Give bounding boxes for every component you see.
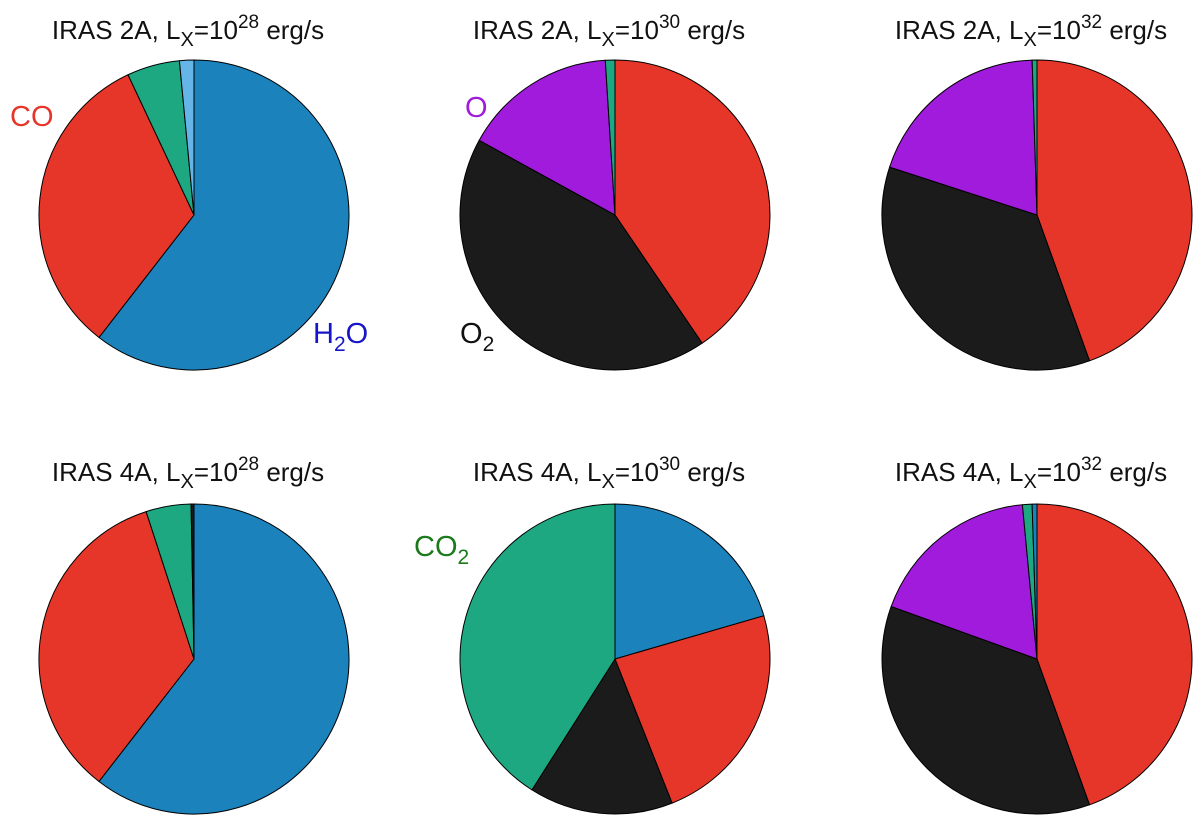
pie-slice-o2 — [190, 503, 195, 660]
pie-panel-2: IRAS 2A, LX=1030 erg/s O O2 — [459, 12, 771, 371]
pie-slice-h2o — [98, 59, 350, 371]
pie-slice-o — [890, 504, 1038, 660]
pie-title: IRAS 4A, LX=1032 erg/s — [895, 454, 1167, 493]
pie-slice-co — [38, 74, 195, 338]
species-label-h2o: H2O — [313, 318, 368, 356]
pie-title: IRAS 2A, LX=1028 erg/s — [52, 12, 324, 51]
pie-slice-co — [614, 59, 771, 344]
pie-panel-6: IRAS 4A, LX=1032 erg/s — [881, 454, 1193, 815]
species-label-co2: CO2 — [414, 531, 469, 569]
pie-panel-3: IRAS 2A, LX=1032 erg/s — [881, 12, 1193, 371]
pie-slice-co — [1036, 59, 1193, 362]
species-label-o: O — [465, 92, 488, 124]
pie-slice-o2 — [531, 658, 673, 815]
pie-slice-h2o — [1031, 503, 1038, 660]
pie-slice-o2 — [881, 606, 1090, 815]
pie-slice-o2 — [459, 139, 703, 371]
pie-slice-o — [478, 59, 616, 216]
pie-title: IRAS 2A, LX=1030 erg/s — [473, 12, 745, 51]
pie-slice-o2 — [881, 166, 1090, 371]
pie-title: IRAS 2A, LX=1032 erg/s — [895, 12, 1167, 51]
pie-panel-1: IRAS 2A, LX=1028 erg/s CO H2O — [10, 12, 368, 371]
pie-slice-other — [178, 59, 195, 216]
pie-slice-h2o — [98, 503, 350, 815]
pie-title: IRAS 4A, LX=1028 erg/s — [52, 454, 324, 493]
pie-slice-h2o — [614, 503, 765, 660]
pie-slice-co2 — [459, 503, 616, 791]
pie-slice-co2 — [604, 59, 616, 216]
species-label-co: CO — [10, 101, 54, 133]
pie-slice-co — [38, 511, 195, 782]
pie-slice-co2 — [1031, 59, 1038, 216]
species-label-o2: O2 — [460, 318, 494, 356]
pie-slice-co — [1036, 503, 1193, 806]
pie-slice-o — [889, 59, 1038, 216]
pie-title: IRAS 4A, LX=1030 erg/s — [473, 454, 745, 493]
pie-panel-4: IRAS 4A, LX=1028 erg/s — [38, 454, 350, 815]
